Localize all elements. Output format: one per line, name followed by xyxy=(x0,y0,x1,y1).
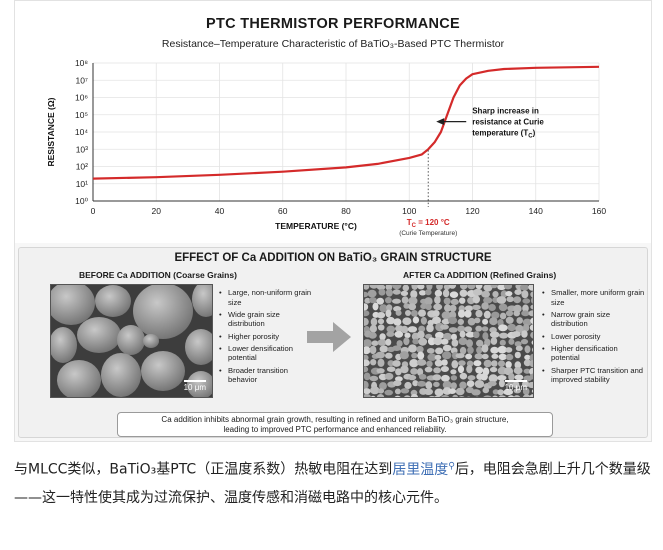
before-point: Large, non-uniform grain size xyxy=(219,288,317,307)
chart-panel: 0 20 40 60 80 100 120 140 160 10⁰ 10¹ 10² 10³ 10⁴ 10⁵ 1… xyxy=(15,1,651,243)
chart-title: PTC THERMISTOR PERFORMANCE xyxy=(205,16,461,32)
after-point: Smaller, more uniform grain size xyxy=(542,288,646,307)
x-axis-label: TEMPERATURE (°C) xyxy=(275,221,357,231)
x-tick-label: 40 xyxy=(215,206,225,216)
before-point: Broader transition behavior xyxy=(219,366,317,385)
after-point: Lower porosity xyxy=(542,332,646,342)
annotation-text: Sharp increase in xyxy=(472,107,539,116)
before-point: Wide grain size distribution xyxy=(219,310,317,329)
curie-temp-label: TC = 120 °C xyxy=(407,218,450,229)
conclusion-line: Ca addition inhibits abnormal grain grow… xyxy=(161,415,509,424)
conclusion-line: leading to improved PTC performance and … xyxy=(223,425,447,434)
y-tick-label: 10⁵ xyxy=(75,110,88,120)
resistance-curve xyxy=(92,65,600,180)
x-tick-label: 80 xyxy=(341,206,351,216)
x-tick-label: 120 xyxy=(465,206,479,216)
right-arrow-icon xyxy=(307,322,351,352)
after-point: Narrow grain size distribution xyxy=(542,310,646,329)
y-tick-label: 10⁸ xyxy=(75,58,88,68)
y-tick-label: 10³ xyxy=(76,144,88,154)
annotation-text: temperature (TC) xyxy=(472,129,535,140)
before-point: Lower densification potential xyxy=(219,344,317,363)
x-tick-label: 60 xyxy=(278,206,288,216)
before-title: BEFORE Ca ADDITION (Coarse Grains) xyxy=(79,270,237,280)
coarse-grain-micrograph: 10 μm xyxy=(50,284,213,398)
search-icon: ⚲ xyxy=(448,461,455,471)
annotation-text: resistance at Curie xyxy=(472,118,544,127)
annotation-arrowhead xyxy=(436,118,445,126)
chart-subtitle: Resistance–Temperature Characteristic of… xyxy=(161,38,505,50)
y-tick-label: 10⁷ xyxy=(75,75,88,85)
scale-bar-before: 10 μm xyxy=(184,380,206,392)
x-tick-label: 0 xyxy=(91,206,96,216)
scale-bar-after: 10 μm xyxy=(505,380,527,392)
y-tick-label: 10⁶ xyxy=(75,93,88,103)
y-tick-label: 10² xyxy=(76,162,88,172)
before-point: Higher porosity xyxy=(219,332,317,342)
y-tick-label: 10⁴ xyxy=(75,127,88,137)
refined-grain-micrograph: 10 μm xyxy=(363,284,534,398)
y-tick-label: 10⁰ xyxy=(75,196,88,206)
curie-link-label: 居里温度 xyxy=(392,461,449,478)
after-title: AFTER Ca ADDITION (Refined Grains) xyxy=(403,270,557,280)
x-tick-label: 20 xyxy=(152,206,162,216)
after-point: Higher densification potential xyxy=(542,344,646,363)
caption-paragraph: 与MLCC类似，BaTiO₃基PTC（正温度系数）热敏电阻在达到居里温度⚲后，电… xyxy=(14,452,654,512)
chart-svg: 0 20 40 60 80 100 120 140 160 10⁰ 10¹ 10² 10³ 10⁴ 10⁵ 1… xyxy=(46,58,606,237)
grain-structure-panel: EFFECT OF Ca ADDITION ON BaTiO₃ GRAIN ST… xyxy=(18,247,648,438)
before-feature-list: Large, non-uniform grain size Wide grain… xyxy=(219,288,317,387)
caption-text: 与MLCC类似，BaTiO₃基PTC（正温度系数）热敏电阻在达到 xyxy=(14,461,393,478)
y-tick-label: 10¹ xyxy=(76,179,88,189)
after-point: Sharper PTC transition and improved stab… xyxy=(542,366,646,385)
curie-temp-note: (Curie Temperature) xyxy=(399,230,457,237)
curie-temperature-link[interactable]: 居里温度⚲ xyxy=(392,461,455,478)
caption-text: 后，电阻会急剧上升几个数量级——这一特性使其成为过流保护、温度传感和消磁电路中的… xyxy=(14,461,651,506)
x-tick-label: 160 xyxy=(592,206,606,216)
after-feature-list: Smaller, more uniform grain size Narrow … xyxy=(542,288,646,387)
conclusion-box: Ca addition inhibits abnormal grain grow… xyxy=(117,412,553,437)
figure-image: 0 20 40 60 80 100 120 140 160 10⁰ 10¹ 10² 10³ 10⁴ 10⁵ 1… xyxy=(14,0,652,442)
y-axis-label: RESISTANCE (Ω) xyxy=(46,97,56,166)
x-tick-label: 100 xyxy=(402,206,416,216)
grain-panel-title: EFFECT OF Ca ADDITION ON BaTiO₃ GRAIN ST… xyxy=(174,252,492,264)
x-tick-label: 140 xyxy=(529,206,543,216)
